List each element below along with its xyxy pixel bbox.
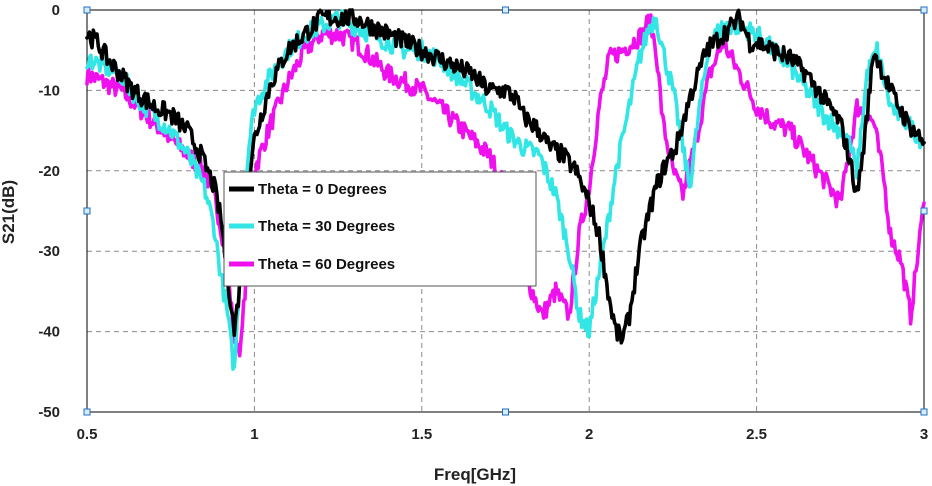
resize-handle[interactable] — [920, 207, 928, 215]
y-axis-label: S21(dB) — [0, 180, 18, 244]
resize-handle[interactable] — [83, 6, 91, 14]
y-tick-label: -20 — [38, 163, 60, 180]
y-axis-ticks: 0 -10 -20 -30 -40 -50 — [38, 2, 60, 421]
resize-handle[interactable] — [83, 207, 91, 215]
y-tick-label: -10 — [38, 82, 60, 99]
legend-box — [223, 171, 537, 287]
resize-handle[interactable] — [502, 408, 509, 416]
x-tick-label: 1.5 — [411, 426, 432, 443]
legend-entry-label: Theta = 60 Degrees — [258, 256, 395, 273]
legend: Theta = 0 Degrees Theta = 30 Degrees Theta… — [223, 171, 537, 287]
x-tick-label: 2 — [585, 426, 593, 443]
resize-handle[interactable] — [502, 6, 509, 14]
x-tick-label: 1 — [250, 426, 258, 443]
x-axis-ticks: 0.5 1 1.5 2 2.5 3 — [77, 426, 929, 443]
resize-handle[interactable] — [83, 408, 91, 416]
y-tick-label: 0 — [52, 2, 60, 19]
y-tick-label: -40 — [38, 324, 60, 341]
x-axis-label: Freq[GHz] — [434, 465, 516, 484]
y-tick-label: -30 — [38, 243, 60, 260]
plot-selection-handles[interactable] — [83, 6, 928, 416]
resize-handle[interactable] — [920, 408, 928, 416]
x-tick-label: 0.5 — [77, 426, 98, 443]
legend-entry-label: Theta = 0 Degrees — [258, 181, 387, 198]
resize-handle[interactable] — [920, 6, 928, 14]
x-tick-label: 2.5 — [746, 426, 767, 443]
legend-entry-label: Theta = 30 Degrees — [258, 218, 395, 235]
x-tick-label: 3 — [920, 426, 928, 443]
y-tick-label: -50 — [38, 404, 60, 421]
